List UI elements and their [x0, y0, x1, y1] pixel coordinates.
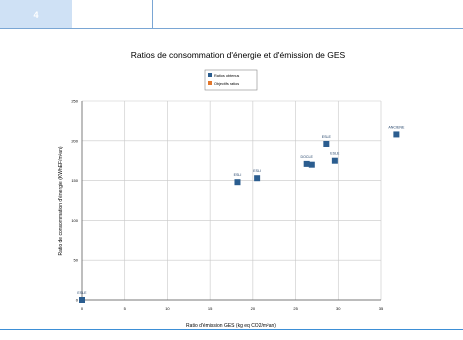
x-tick-label: 30	[336, 306, 341, 311]
data-point	[331, 157, 338, 164]
data-point	[254, 175, 261, 182]
data-point-label: ESLI	[234, 173, 242, 177]
data-point-label: ESLE	[77, 291, 87, 295]
x-tick-label: 0	[81, 306, 84, 311]
y-tick-label: 250	[71, 99, 78, 104]
data-point-label: DOCLE	[300, 155, 313, 159]
y-tick-label: 0	[76, 298, 79, 303]
data-point	[393, 131, 400, 138]
data-points: ESLE ESLI ESLI DOCLE ESLE ESLE ANCIENE	[77, 125, 405, 303]
legend-label-objectifs: Objectifs ratios	[214, 82, 239, 86]
data-point	[323, 140, 330, 147]
data-point	[79, 297, 85, 303]
x-tick-label: 35	[379, 306, 384, 311]
data-point-label: ESLI	[253, 169, 261, 173]
y-tick-label: 150	[71, 178, 78, 183]
data-point-label: ESLE	[330, 152, 340, 156]
grid	[81, 100, 382, 301]
y-tick-label: 200	[71, 138, 78, 143]
chart-title: Ratios de consommation d'énergie et d'ém…	[131, 50, 346, 60]
legend-swatch-objectifs	[208, 81, 212, 85]
section-number: 4	[33, 10, 39, 20]
data-point-label: ESLE	[322, 135, 332, 139]
legend-swatch-obtenus	[208, 73, 212, 77]
legend: Ratios obtenus Objectifs ratios	[204, 69, 258, 91]
header-divider	[152, 28, 463, 29]
x-tick-label: 20	[251, 306, 256, 311]
x-tick-label: 10	[165, 306, 170, 311]
data-point	[303, 160, 310, 167]
axes	[81, 101, 381, 301]
y-tick-labels: 0 50 100 150 200 250	[71, 99, 78, 303]
y-tick-label: 100	[71, 218, 78, 223]
x-axis-label: Ratio d'émission GES (kg eq CO2/m²an)	[186, 323, 276, 329]
x-tick-label: 5	[124, 306, 127, 311]
x-tick-label: 15	[208, 306, 213, 311]
data-point	[234, 179, 241, 186]
data-point	[308, 161, 315, 168]
x-tick-labels: 0 5 10 15 20 25 30 35	[81, 306, 384, 311]
footer-divider	[0, 329, 463, 330]
x-tick-label: 25	[293, 306, 298, 311]
data-point-label: ANCIENE	[388, 125, 405, 129]
legend-box	[204, 69, 258, 91]
y-axis-label: Ratio de consommation d'énergie (KWhEF/m…	[58, 146, 64, 255]
legend-label-obtenus: Ratios obtenus	[214, 74, 239, 78]
header-cell	[72, 0, 153, 29]
y-tick-label: 50	[74, 258, 79, 263]
